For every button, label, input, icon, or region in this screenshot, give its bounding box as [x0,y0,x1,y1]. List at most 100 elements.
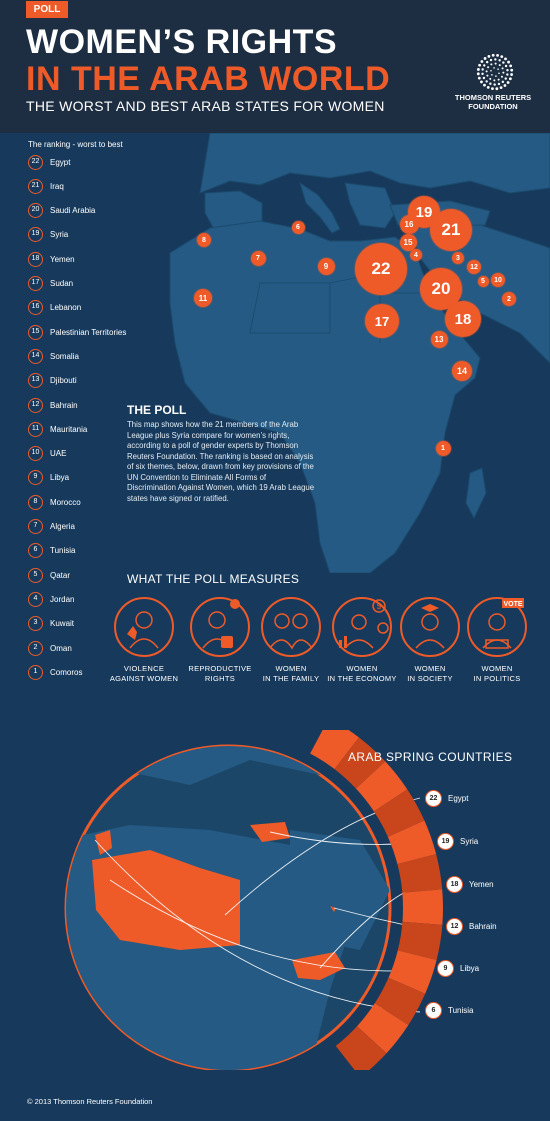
map-rank-bubble: 17 [365,304,399,338]
measure-label-line1: WOMEN [275,664,307,673]
measure-label-line2: IN THE ECONOMY [327,674,397,683]
arc-band [357,1003,409,1054]
balkans-landmass [344,182,396,229]
ranking-number: 15 [28,324,43,340]
subtitle: THE WORST AND BEST ARAB STATES FOR WOMEN [26,98,385,114]
poll-body: This map shows how the 21 members of the… [127,420,315,503]
measure-label-line2: IN SOCIETY [407,674,453,683]
title-line-1: WOMEN’S RIGHTS [26,23,338,61]
politics-icon: VOTE [467,597,527,657]
arab-spring-country: Tunisia [448,1006,474,1015]
arab-spring-country: Bahrain [469,922,497,931]
ranking-item: 16 Lebanon [28,300,81,316]
arab-spring-globe [64,730,444,1070]
economy-icon: $ [332,597,392,657]
ranking-number: 1 [28,664,43,680]
reproductive-icon [190,597,250,657]
map-rank-bubble: 12 [467,260,481,274]
arc-band [388,950,437,994]
ranking-country-name: Tunisia [50,546,76,556]
ranking-item: 6 Tunisia [28,543,76,559]
africa-landmass [169,220,481,573]
arc-band [310,730,359,770]
map-rank-bubble: 18 [445,301,481,337]
arab-spring-item: 6 Tunisia [425,1002,474,1019]
map-rank-bubble: 2 [502,292,516,306]
arc-band [397,921,443,961]
map-rank-bubble: 8 [197,233,211,247]
globe-yemen-shape [292,952,345,980]
arc-band [335,1026,387,1070]
italy-landmass [299,181,341,234]
arc-band [334,737,386,789]
arab-spring-rank: 12 [446,918,463,935]
ranking-country-name: Somalia [50,351,79,361]
measure-label-line1: WOMEN [346,664,378,673]
header: POLL WOMEN’S RIGHTS IN THE ARAB WORLD TH… [0,0,550,133]
ranking-country-name: Sudan [50,279,74,288]
family-icon [261,597,321,657]
ranking-country-name: Syria [50,230,69,240]
arab-spring-rank: 18 [446,876,463,893]
ranking-number: 2 [28,640,43,656]
ranking-number: 7 [28,519,43,534]
measure-reproductive: REPRODUCTIVE RIGHTS [184,596,256,684]
logo-line-1: THOMSON REUTERS [454,93,532,102]
ranking-number: 18 [28,251,43,267]
map-rank-bubble: 6 [291,220,305,234]
ranking-number: 4 [28,591,43,607]
measure-politics: VOTE WOMEN IN POLITICS [461,596,533,684]
ranking-item: 1 Comoros [28,664,82,680]
measure-economy: $ WOMEN IN THE ECONOMY [326,596,398,684]
ranking-item: 3 Kuwait [28,616,74,632]
arab-spring-rank: 19 [437,833,454,850]
ranking-number: 14 [28,348,43,364]
violence-icon [114,597,174,657]
ranking-number: 13 [28,373,43,389]
ranking-item: 19 Syria [28,227,68,243]
arab-world-map [169,133,550,573]
measure-label-line2: IN POLITICS [473,674,521,683]
measure-family: WOMEN IN THE FAMILY [255,596,327,684]
ranking-country-name: Libya [50,473,70,483]
ranking-country-name: UAE [50,449,67,459]
measure-label-line1: WOMEN [414,664,446,673]
arab-spring-item: 12 Bahrain [446,918,497,935]
ranking-country-name: Yemen [50,254,75,264]
ranking-country-name: Qatar [50,570,71,580]
arc-band [374,977,426,1026]
measure-label-line1: REPRODUCTIVE [188,664,252,673]
ranking-item: 8 Morocco [28,494,81,510]
ranking-item: 10 UAE [28,446,66,462]
ranking-country-name: Oman [50,643,72,653]
map-rank-bubble: 14 [452,361,472,381]
ranking-number: 5 [28,567,43,583]
globe-tunisia-shape [95,830,112,855]
ranking-country-name: Bahrain [50,400,78,410]
ranking-item: 20 Saudi Arabia [28,203,95,219]
map-rank-bubble: 7 [250,250,266,266]
ranking-item: 22 Egypt [28,154,70,170]
madagascar-landmass [465,467,487,520]
ranking-country-name: Jordan [50,594,75,604]
vote-badge-text: VOTE [503,601,522,608]
ranking-number: 6 [28,543,43,559]
arab-spring-item: 19 Syria [437,833,478,850]
arc-band [397,854,443,893]
arc-band [402,889,444,925]
ranking-item: 14 Somalia [28,348,79,364]
ranking-number: 17 [28,276,43,291]
ranking-number: 11 [28,421,43,437]
arab-spring-country: Syria [460,837,479,846]
globe-bahrain-shape [330,906,336,912]
map-rank-bubble: 10 [491,273,505,287]
arab-spring-item: 9 Libya [437,960,479,977]
poll-title: THE POLL [127,403,187,417]
arc-band [387,820,437,865]
measures-title: WHAT THE POLL MEASURES [127,572,300,586]
measure-label-line2: AGAINST WOMEN [109,674,179,683]
arc-band [355,761,408,812]
ranking-item: 5 Qatar [28,567,70,583]
map-rank-bubble: 1 [435,440,451,456]
ranking-item: 2 Oman [28,640,72,656]
